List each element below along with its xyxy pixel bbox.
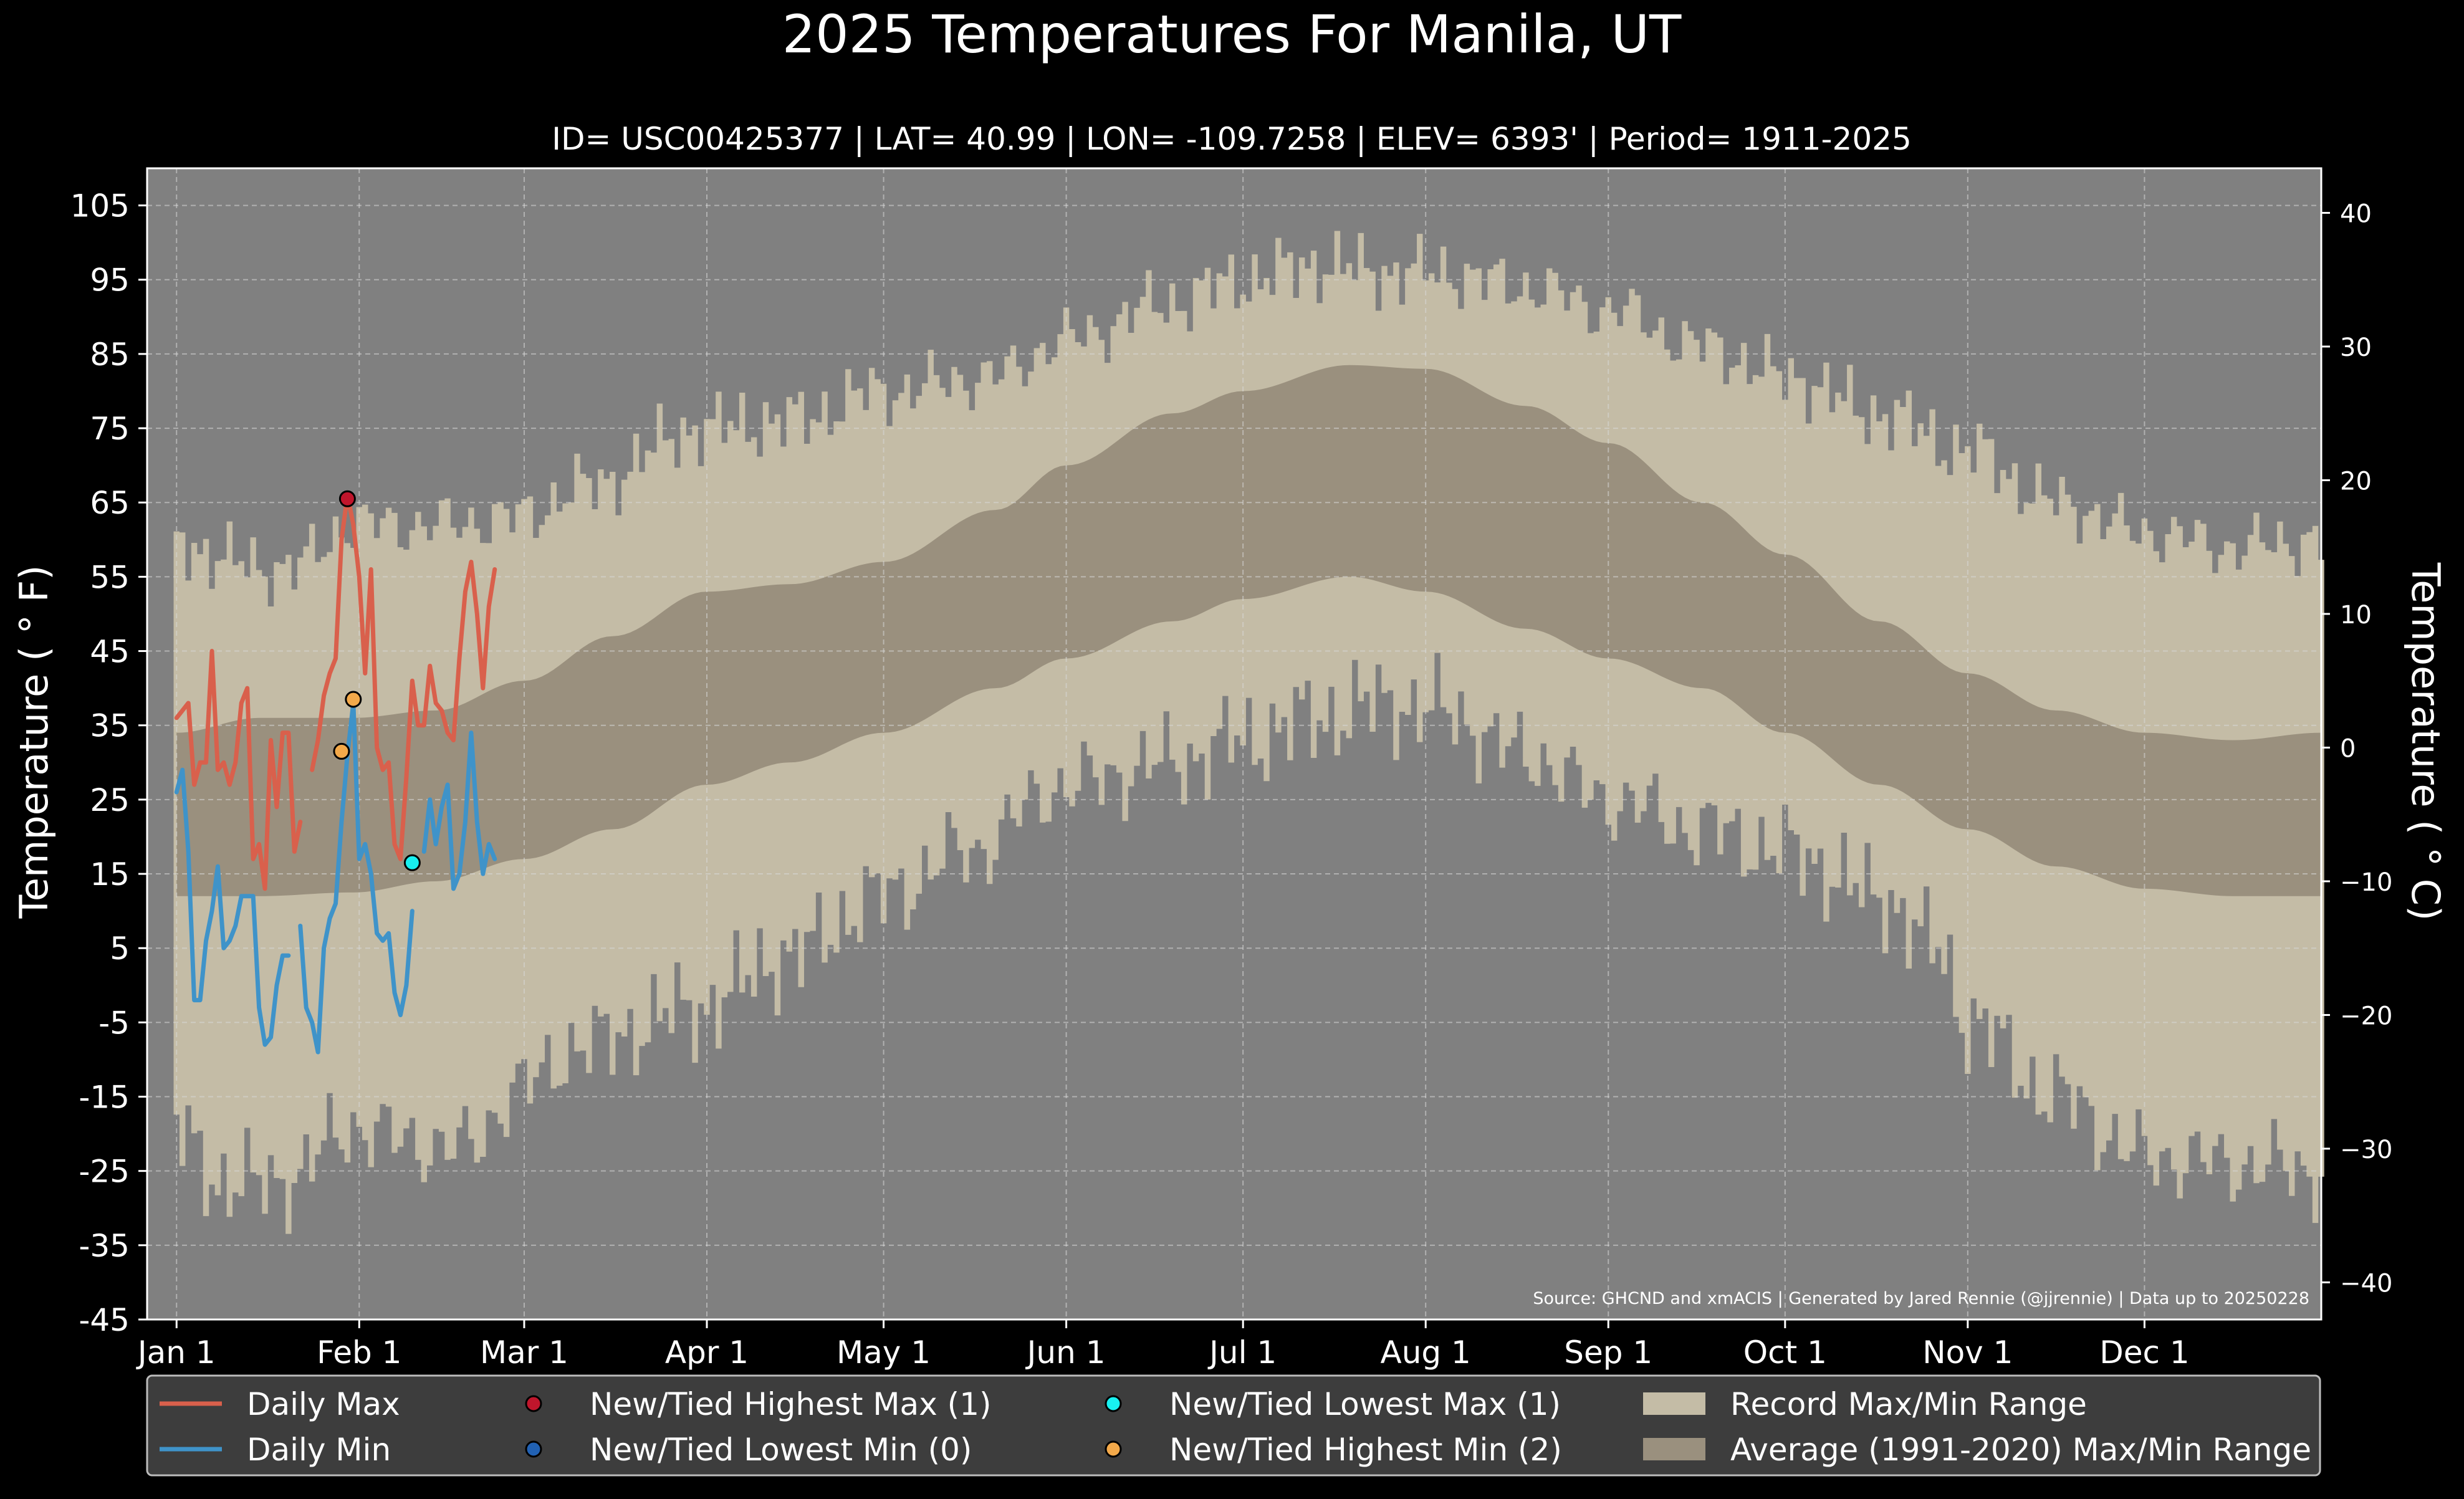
y-tick-label: 35	[90, 708, 130, 744]
y-right-tick-label: 30	[2340, 333, 2372, 362]
daily-max-line	[174, 492, 497, 891]
y-tick-label: 85	[90, 337, 130, 373]
highest-min-marker	[333, 742, 350, 760]
legend-patch-swatch	[1643, 1392, 1705, 1415]
legend-item: Record Max/Min Range	[1643, 1386, 2087, 1422]
y-right-tick-label: 10	[2340, 601, 2372, 630]
x-tick-label: May 1	[837, 1334, 931, 1371]
x-tick-label: Nov 1	[1922, 1334, 2013, 1371]
y-tick-label: 25	[90, 782, 130, 818]
legend-label: Record Max/Min Range	[1730, 1386, 2087, 1422]
legend-patch-swatch	[1643, 1438, 1705, 1460]
legend-label: Daily Max	[247, 1386, 400, 1422]
y-tick-label: 65	[90, 485, 130, 521]
legend-marker-swatch	[525, 1395, 542, 1412]
highest-min-marker	[345, 691, 362, 708]
x-tick-label: Mar 1	[480, 1334, 568, 1371]
legend-marker-swatch	[1105, 1395, 1122, 1412]
legend-label: New/Tied Highest Max (1)	[590, 1386, 992, 1422]
y-tick-label: 105	[70, 188, 130, 224]
source-note: Source: GHCND and xmACIS | Generated by …	[1533, 1289, 2309, 1308]
y-right-tick-label: −10	[2340, 868, 2392, 897]
y-right-tick-label: 40	[2340, 199, 2372, 228]
legend-item: Daily Max	[160, 1386, 400, 1422]
highest-max-marker	[338, 490, 356, 507]
plot-frame	[146, 167, 2323, 1321]
y-axis-label-left: Temperature ( ° F)	[11, 565, 57, 919]
y-tick-label: 75	[90, 411, 130, 447]
y-tick-label: 5	[110, 931, 130, 967]
x-tick-label: Dec 1	[2099, 1334, 2189, 1371]
legend-item: Average (1991-2020) Max/Min Range	[1643, 1432, 2311, 1468]
legend-marker-swatch	[525, 1440, 542, 1458]
x-tick-label: Oct 1	[1743, 1334, 1827, 1371]
x-tick-label: Jun 1	[1025, 1334, 1106, 1371]
x-tick-label: Feb 1	[317, 1334, 401, 1371]
normal-range-area	[176, 365, 2321, 896]
y-tick-label: -15	[79, 1080, 130, 1116]
legend-box	[146, 1374, 2321, 1477]
y-tick-label: 45	[90, 634, 130, 670]
legend-label: New/Tied Highest Min (2)	[1169, 1432, 1562, 1468]
daily-min-line	[174, 701, 497, 1055]
x-tick-label: Sep 1	[1564, 1334, 1652, 1371]
y-right-tick-label: −20	[2340, 1002, 2392, 1030]
legend-label: New/Tied Lowest Min (0)	[590, 1432, 972, 1468]
x-tick-label: Jul 1	[1207, 1334, 1277, 1371]
x-tick-label: Apr 1	[665, 1334, 749, 1371]
y-right-tick-label: −40	[2340, 1269, 2392, 1298]
y-tick-label: 55	[90, 559, 130, 595]
y-right-tick-label: 20	[2340, 467, 2372, 496]
legend-item: New/Tied Highest Min (2)	[1105, 1432, 1562, 1468]
legend-item: New/Tied Lowest Min (0)	[525, 1432, 972, 1468]
y-axis-label-right: Temperature ( ° C)	[2403, 562, 2448, 921]
legend-label: New/Tied Lowest Max (1)	[1169, 1386, 1561, 1422]
x-tick-label: Jan 1	[136, 1334, 216, 1371]
legend-label: Average (1991-2020) Max/Min Range	[1730, 1432, 2311, 1468]
y-tick-label: -5	[98, 1005, 130, 1041]
chart-subtitle: ID= USC00425377 | LAT= 40.99 | LON= -109…	[552, 121, 1912, 157]
legend-item: Daily Min	[160, 1432, 391, 1468]
chart-title: 2025 Temperatures For Manila, UT	[782, 4, 1682, 65]
y-tick-label: 15	[90, 856, 130, 893]
y-tick-label: 95	[90, 262, 130, 299]
y-tick-label: -25	[79, 1154, 130, 1190]
y-right-tick-label: −30	[2340, 1136, 2392, 1164]
y-right-tick-label: 0	[2340, 734, 2356, 763]
x-tick-label: Aug 1	[1381, 1334, 1471, 1371]
legend-item: New/Tied Highest Max (1)	[525, 1386, 992, 1422]
y-tick-label: -45	[79, 1302, 130, 1338]
y-tick-label: -35	[79, 1228, 130, 1264]
legend-label: Daily Min	[247, 1432, 391, 1468]
legend-item: New/Tied Lowest Max (1)	[1105, 1386, 1561, 1422]
record-range-area	[173, 231, 2324, 1234]
lowest-max-marker	[403, 854, 421, 871]
legend-marker-swatch	[1105, 1440, 1122, 1458]
